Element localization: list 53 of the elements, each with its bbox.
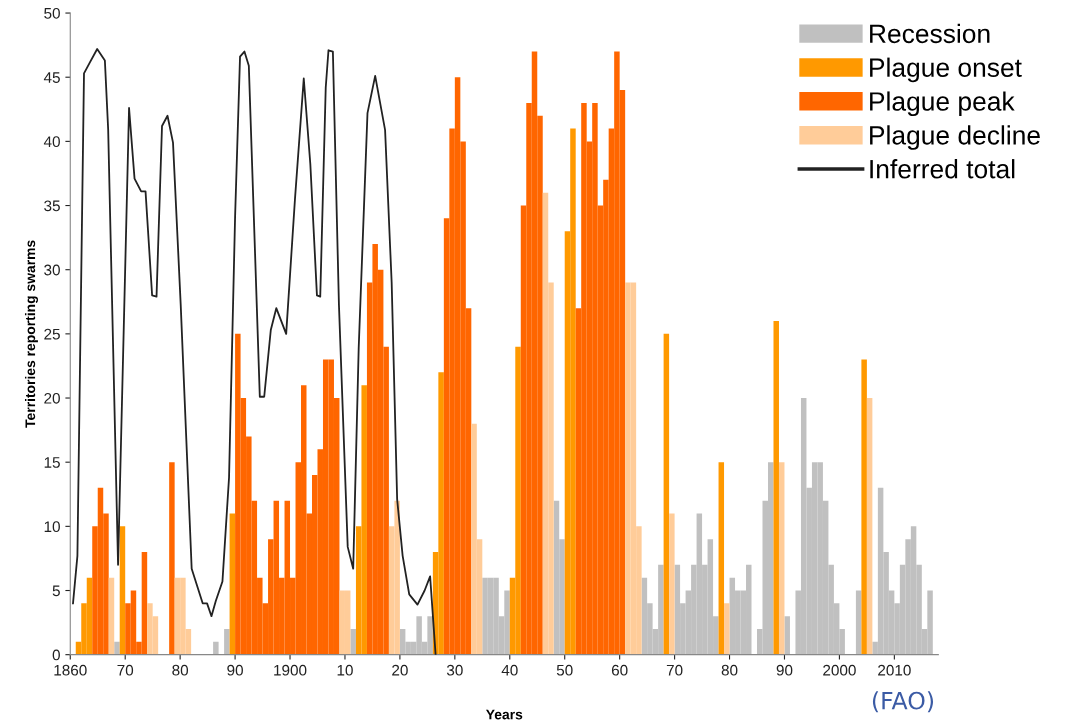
bar [784,616,790,655]
y-tick-label: 25 [44,328,60,340]
x-tick-label: 40 [501,664,518,676]
bar [213,641,219,655]
x-tick-label: 70 [666,664,683,676]
bar [169,462,175,655]
x-tick-label: 30 [446,664,463,676]
bar [114,641,120,655]
bar [861,359,867,655]
legend-label: Plague onset [870,57,1022,83]
legend-label: Recession [870,23,990,44]
line-series [72,48,437,655]
bar [669,513,675,655]
x-tick-label: 1900 [274,664,307,676]
y-tick-label: 45 [43,72,60,83]
x-tick-label: 2000 [823,664,856,676]
bar [866,398,873,655]
x-tick-label: 60 [611,664,628,676]
bar [724,603,730,655]
legend-label: Plague peak [870,91,1015,117]
bar [229,513,236,655]
y-tick-label: 0 [52,649,60,661]
x-tick-label: 20 [392,664,408,676]
y-tick-label: 15 [44,457,60,468]
bar [718,462,725,655]
x-tick-label: 1860 [54,664,87,676]
y-tick-label: 10 [44,521,60,533]
legend-label: Inferred total [870,159,1015,179]
y-tick-label: 50 [44,7,60,19]
text: (FAO) [872,691,934,713]
x-tick-label: 90 [227,664,243,676]
legend-label: Plague decline [870,125,1040,150]
bar [778,462,785,655]
x-tick-label: 10 [337,664,353,676]
bar [119,526,126,655]
bar [108,577,115,655]
x-axis-title: Years [485,709,523,720]
y-tick-label: 30 [44,264,60,276]
x-tick-label: 80 [172,664,189,676]
x-tick-label: 90 [776,664,793,676]
bar [350,629,356,655]
x-tick-label: 50 [556,664,573,676]
y-tick-label: 35 [44,200,60,212]
bar [663,333,670,655]
y-tick-label: 40 [43,136,60,148]
x-tick-label: 80 [721,664,738,676]
x-tick-label: 70 [117,664,134,676]
y-tick-label: 5 [52,585,60,597]
bar [773,321,779,655]
y-tick-label: 20 [44,392,60,404]
y-axis-title: Territories reporting swarms [24,240,38,428]
x-tick-label: 2010 [878,664,911,676]
bar [224,629,230,655]
